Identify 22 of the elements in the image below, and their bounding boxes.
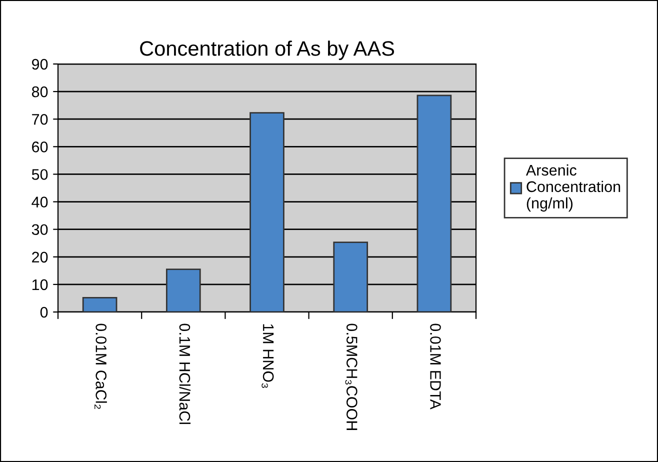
- bar: [250, 112, 284, 312]
- chart-title: Concentration of As by AAS: [140, 40, 394, 60]
- bar: [82, 296, 118, 312]
- y-tick-label: 0: [40, 306, 48, 318]
- x-tick-label: 1M HNO₃: [262, 324, 274, 388]
- x-tick-label: 0.01M CaCl₂: [94, 324, 107, 409]
- x-tick-label: 0.01M EDTA: [430, 324, 441, 410]
- y-tick-label: 20: [32, 252, 48, 263]
- y-tick-label: 50: [32, 169, 48, 180]
- y-tick-label: 10: [32, 279, 48, 290]
- y-tick-label: 40: [32, 196, 48, 208]
- y-tick-label: 80: [32, 86, 48, 98]
- x-tick-label: 0.1M HCl/NaCl: [179, 324, 191, 424]
- y-tick-label: 30: [32, 224, 48, 236]
- y-tick-label: 70: [32, 114, 48, 125]
- x-tick-label: 0.5MCH₃COOH: [345, 324, 358, 430]
- y-tick-label: 60: [32, 142, 48, 152]
- bar: [416, 94, 452, 312]
- y-tick-label: 90: [32, 58, 48, 70]
- bar: [166, 268, 201, 312]
- bar: [333, 242, 368, 312]
- legend-label: Arsenic Concentration (ng/ml): [526, 164, 620, 212]
